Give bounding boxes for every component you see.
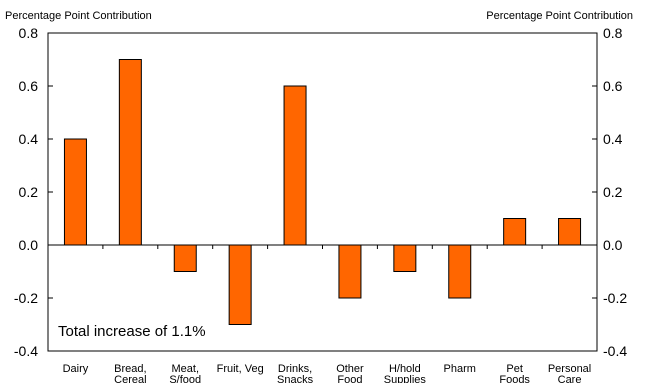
y-tick-label-right: 0.0 bbox=[603, 237, 623, 253]
y-tick-label-right: 0.6 bbox=[603, 78, 623, 94]
bar bbox=[173, 244, 197, 272]
bar bbox=[228, 244, 252, 325]
chart-annotation: Total increase of 1.1% bbox=[58, 323, 206, 340]
y-axis-label-left: Percentage Point Contribution bbox=[5, 10, 152, 22]
bar bbox=[283, 85, 307, 246]
y-tick-label-right: 0.4 bbox=[603, 131, 623, 147]
category-label: Bread, bbox=[114, 363, 146, 375]
category-label: Personal bbox=[548, 363, 591, 375]
category-label: S/food bbox=[169, 374, 201, 383]
category-label: Meat, bbox=[171, 363, 199, 375]
y-tick-label-left: 0.4 bbox=[19, 131, 39, 147]
y-tick-label-right: 0.8 bbox=[603, 25, 623, 41]
category-label: Foods bbox=[499, 374, 530, 383]
category-label: Pharm bbox=[444, 363, 476, 375]
y-tick-label-left: -0.2 bbox=[14, 290, 38, 306]
y-tick-label-right: -0.2 bbox=[603, 290, 627, 306]
bar bbox=[338, 244, 362, 299]
y-tick-label-left: 0.2 bbox=[19, 184, 39, 200]
category-label: Fruit, Veg bbox=[217, 363, 264, 375]
bar bbox=[63, 138, 87, 246]
category-label: Cereal bbox=[114, 374, 146, 383]
y-axis-label-right: Percentage Point Contribution bbox=[486, 10, 633, 22]
y-tick-label-left: 0.6 bbox=[19, 78, 39, 94]
category-label: H/hold bbox=[389, 363, 421, 375]
category-label: Pet bbox=[506, 363, 523, 375]
category-label: Dairy bbox=[63, 363, 89, 375]
y-tick-label-right: 0.2 bbox=[603, 184, 623, 200]
bar bbox=[118, 59, 142, 246]
y-tick-label-left: -0.4 bbox=[14, 343, 38, 359]
category-label: Food bbox=[337, 374, 362, 383]
bar bbox=[558, 218, 582, 246]
bar bbox=[503, 218, 527, 246]
bar bbox=[393, 244, 417, 272]
category-label: Other bbox=[336, 363, 364, 375]
category-label: Supplies bbox=[384, 374, 427, 383]
category-label: Care bbox=[558, 374, 582, 383]
category-label: Snacks bbox=[277, 374, 314, 383]
y-tick-label-left: 0.8 bbox=[19, 25, 39, 41]
y-tick-label-right: -0.4 bbox=[603, 343, 627, 359]
bar bbox=[448, 244, 472, 299]
category-label: Drinks, bbox=[278, 363, 312, 375]
y-tick-label-left: 0.0 bbox=[19, 237, 39, 253]
